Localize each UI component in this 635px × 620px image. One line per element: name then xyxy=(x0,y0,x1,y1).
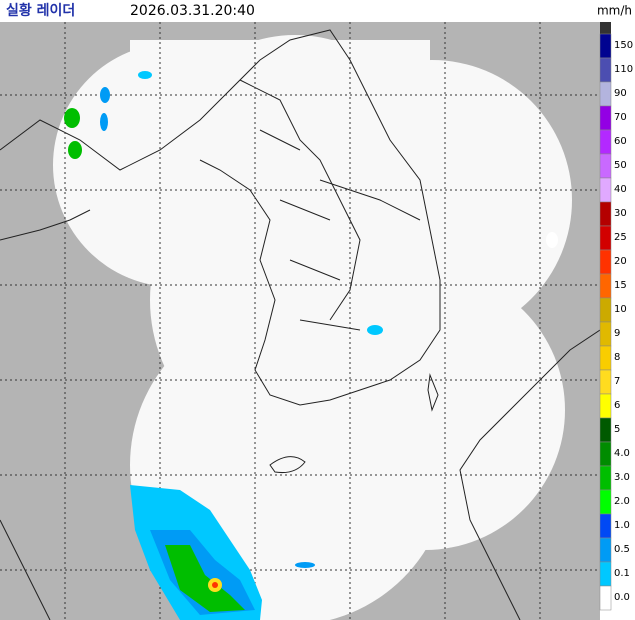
legend-swatch xyxy=(599,513,612,539)
legend-label: 10 xyxy=(614,304,627,315)
legend-label: 4.0 xyxy=(614,448,630,459)
legend-swatch xyxy=(599,57,612,83)
legend-label: 30 xyxy=(614,208,627,219)
legend-label: 90 xyxy=(614,88,627,99)
legend-label: 5 xyxy=(614,424,620,435)
legend-top xyxy=(600,22,611,34)
legend-swatch xyxy=(599,177,612,203)
legend: 150 110 90 70 60 50 40 30 25 20 15 10 9 8 7 6 5 4.0 3.0 2.0… xyxy=(599,22,633,611)
legend-label: 2.0 xyxy=(614,496,630,507)
legend-swatch xyxy=(599,537,612,563)
legend-swatch xyxy=(599,129,612,155)
legend-label: 1.0 xyxy=(614,520,630,531)
legend-label: 70 xyxy=(614,112,627,123)
legend-swatch xyxy=(599,105,612,131)
title: 실황 레이더 xyxy=(6,2,75,19)
legend-label: 25 xyxy=(614,232,627,243)
legend-swatch xyxy=(599,81,612,107)
legend-swatch xyxy=(599,321,612,347)
legend-label: 9 xyxy=(614,328,620,339)
precipitation xyxy=(64,71,558,620)
legend-swatch xyxy=(599,465,612,491)
legend-label: 40 xyxy=(614,184,627,195)
legend-label: 110 xyxy=(614,64,633,75)
legend-label: 20 xyxy=(614,256,627,267)
legend-swatch xyxy=(599,561,612,587)
legend-swatch xyxy=(599,225,612,251)
legend-label: 50 xyxy=(614,160,627,171)
legend-label: 150 xyxy=(614,40,633,51)
legend-swatch xyxy=(599,249,612,275)
legend-swatch xyxy=(599,273,612,299)
legend-swatch xyxy=(599,201,612,227)
legend-label: 3.0 xyxy=(614,472,630,483)
legend-swatch xyxy=(599,417,612,443)
legend-label: 60 xyxy=(614,136,627,147)
unit: mm/h xyxy=(597,4,632,18)
legend-swatch xyxy=(599,489,612,515)
legend-swatch xyxy=(599,441,612,467)
legend-swatch xyxy=(599,369,612,395)
legend-swatch xyxy=(599,153,612,179)
legend-label: 0.0 xyxy=(614,592,630,603)
radar-coverage xyxy=(53,35,572,620)
legend-label: 6 xyxy=(614,400,620,411)
map xyxy=(0,22,600,620)
legend-label: 8 xyxy=(614,352,620,363)
legend-swatch xyxy=(599,393,612,419)
legend-swatch xyxy=(599,297,612,323)
legend-swatch xyxy=(599,345,612,371)
coastline xyxy=(0,29,600,620)
legend-swatch xyxy=(599,33,612,59)
header-bar xyxy=(0,0,635,22)
legend-label: 0.5 xyxy=(614,544,630,555)
legend-label: 15 xyxy=(614,280,627,291)
legend-swatch xyxy=(599,585,612,611)
legend-label: 0.1 xyxy=(614,568,630,579)
timestamp: 2026.03.31.20:40 xyxy=(130,3,255,19)
legend-label: 7 xyxy=(614,376,620,387)
